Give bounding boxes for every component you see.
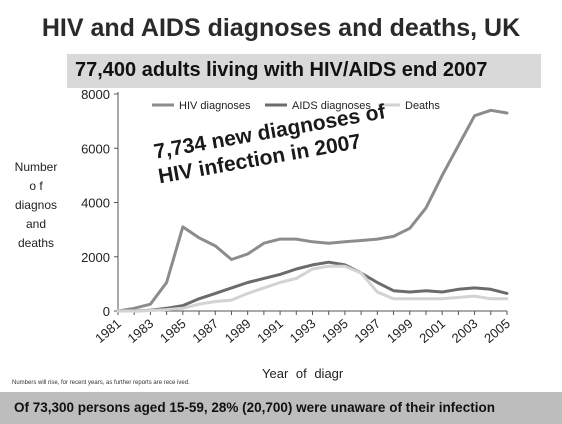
subtitle-text: 77,400 adults living with HIV/AIDS end 2… (75, 59, 488, 81)
y-axis-label: Number o f diagnos and deaths (8, 158, 64, 253)
y-axis-label-line: deaths (17, 236, 55, 250)
y-tick-label: 4000 (81, 196, 110, 211)
x-tick-label: 1981 (92, 316, 124, 346)
series-line (116, 260, 509, 313)
bottom-banner-text: Of 73,300 persons aged 15-59, 28% (20,70… (14, 400, 495, 415)
footnote: Numbers will rise, for recent years, as … (12, 380, 190, 386)
x-tick-label: 1983 (125, 316, 157, 346)
x-tick-label: 1989 (222, 316, 254, 346)
x-tick-label: 1993 (287, 316, 319, 346)
bottom-banner: Of 73,300 persons aged 15-59, 28% (20,70… (0, 392, 562, 424)
subtitle-box: 77,400 adults living with HIV/AIDS end 2… (67, 54, 541, 88)
y-axis-label-line: and (25, 217, 47, 231)
legend-label: AIDS diagnoses (292, 100, 371, 112)
y-tick-label: 8000 (81, 87, 110, 102)
series-line (116, 108, 509, 313)
x-tick-label: 2003 (449, 316, 481, 346)
x-tick-label: 1987 (189, 316, 221, 346)
slide-title: HIV and AIDS diagnoses and deaths, UK (41, 14, 521, 42)
x-tick-label: 1991 (254, 316, 286, 346)
x-tick-label: 2001 (416, 316, 448, 346)
y-axis-label-line: o f (29, 179, 43, 193)
series-line (116, 264, 509, 313)
x-tick-label: 1995 (319, 316, 351, 346)
x-tick-label: 1985 (157, 316, 189, 346)
y-axis-label-line: diagnos (14, 198, 58, 212)
y-tick-label: 0 (103, 304, 110, 319)
legend-label: HIV diagnoses (179, 100, 251, 112)
x-tick-label: 1999 (384, 316, 416, 346)
x-tick-label: 1997 (351, 316, 383, 346)
x-tick-label: 2005 (481, 316, 513, 346)
x-axis-label: Year of diagr (262, 366, 344, 381)
legend-label: Deaths (405, 100, 440, 112)
y-axis-label-line: Number (14, 160, 58, 174)
y-tick-label: 2000 (81, 250, 110, 265)
y-tick-label: 6000 (81, 141, 110, 156)
